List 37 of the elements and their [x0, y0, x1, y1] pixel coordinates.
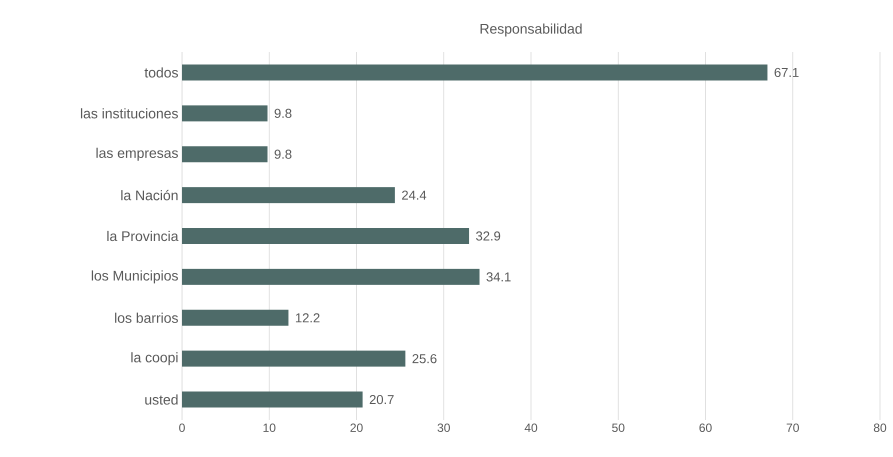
- data-label: 12.2: [296, 313, 320, 322]
- x-tick-label: 60: [699, 424, 712, 432]
- x-tick-label: 40: [524, 424, 538, 432]
- bar: [182, 64, 768, 80]
- y-tick-label: todos: [144, 67, 178, 78]
- y-tick-label: las instituciones: [80, 108, 178, 118]
- x-tick-label: 80: [874, 424, 886, 432]
- bar: [182, 392, 363, 408]
- y-tick-label: las empresas: [96, 148, 178, 161]
- y-tick-label: los barrios: [115, 312, 178, 323]
- y-tick-label: la coopi: [131, 352, 178, 366]
- bar: [182, 310, 288, 326]
- chart-title: Responsabilidad: [480, 24, 582, 37]
- data-label: 67.1: [774, 68, 799, 78]
- x-tick-label: 20: [350, 424, 363, 432]
- x-tick-label: 70: [786, 424, 799, 432]
- y-tick-label: la Nación: [121, 190, 178, 200]
- x-tick-label: 0: [179, 424, 185, 432]
- x-tick-label: 10: [264, 424, 276, 432]
- bar: [182, 228, 470, 244]
- x-tick-label: 50: [612, 424, 624, 432]
- bar: [182, 187, 395, 204]
- data-label: 9.8: [274, 108, 292, 118]
- y-tick-label: usted: [145, 394, 178, 405]
- y-tick-label: los Municipios: [92, 270, 178, 284]
- bar: [182, 350, 406, 367]
- data-label: 24.4: [402, 190, 426, 200]
- bar: [182, 268, 480, 285]
- y-tick-label: la Provincia: [107, 230, 178, 242]
- data-label: 20.7: [370, 394, 394, 404]
- data-label: 25.6: [412, 354, 437, 364]
- bar: [182, 146, 268, 162]
- data-label: 9.8: [274, 150, 292, 159]
- data-label: 34.1: [486, 272, 511, 282]
- x-tick-label: 30: [438, 424, 450, 432]
- bar: [182, 105, 268, 122]
- data-label: 32.9: [476, 231, 500, 241]
